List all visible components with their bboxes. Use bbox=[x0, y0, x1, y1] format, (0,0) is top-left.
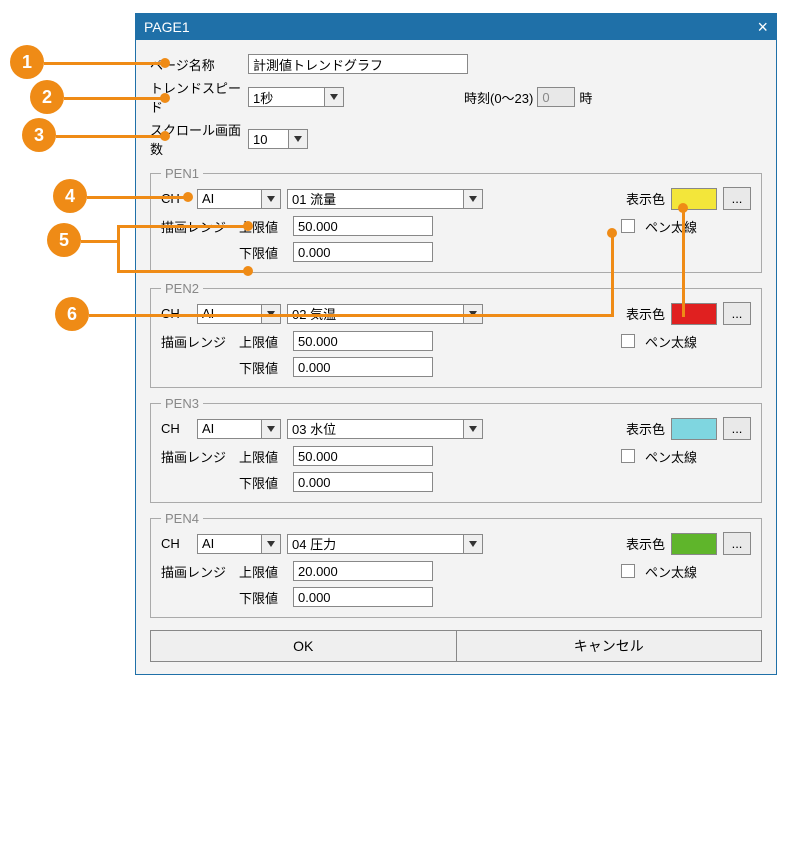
chevron-down-icon[interactable] bbox=[463, 190, 482, 208]
time-input bbox=[537, 87, 575, 107]
pen-legend: PEN1 bbox=[161, 166, 203, 181]
thick-label: ペン太線 bbox=[645, 217, 697, 236]
thick-label: ペン太線 bbox=[645, 332, 697, 351]
ch-item-select[interactable]: 04 圧力 bbox=[287, 534, 483, 554]
ch-type-select[interactable]: AI bbox=[197, 419, 281, 439]
pen-group-1: PEN1CHAI01 流量表示色...描画レンジ上限値ペン太線下限値 bbox=[150, 166, 762, 273]
ok-button[interactable]: OK bbox=[150, 630, 457, 662]
lower-label: 下限値 bbox=[239, 588, 287, 607]
range-label: 描画レンジ bbox=[161, 332, 233, 351]
upper-label: 上限値 bbox=[239, 447, 287, 466]
callout-3: 3 bbox=[22, 118, 56, 152]
callout-2: 2 bbox=[30, 80, 64, 114]
time-unit: 時 bbox=[579, 88, 592, 107]
upper-input[interactable] bbox=[293, 446, 433, 466]
chevron-down-icon[interactable] bbox=[324, 88, 343, 106]
ch-item-select[interactable]: 01 流量 bbox=[287, 189, 483, 209]
chevron-down-icon[interactable] bbox=[261, 535, 280, 553]
dialog-title: PAGE1 bbox=[144, 14, 190, 40]
chevron-down-icon[interactable] bbox=[261, 190, 280, 208]
chevron-down-icon[interactable] bbox=[288, 130, 307, 148]
thick-label: ペン太線 bbox=[645, 562, 697, 581]
callout-1: 1 bbox=[10, 45, 44, 79]
callout-6: 6 bbox=[55, 297, 89, 331]
trend-speed-value: 1秒 bbox=[249, 88, 324, 107]
color-swatch bbox=[671, 533, 717, 555]
upper-input[interactable] bbox=[293, 216, 433, 236]
chevron-down-icon[interactable] bbox=[463, 535, 482, 553]
chevron-down-icon[interactable] bbox=[261, 420, 280, 438]
color-swatch bbox=[671, 418, 717, 440]
page1-dialog: PAGE1 × ページ名称 トレンドスピード 1秒 時刻(0〜23) 時 スクロ bbox=[135, 13, 777, 675]
callout-5: 5 bbox=[47, 223, 81, 257]
color-picker-button[interactable]: ... bbox=[723, 187, 751, 210]
pen-legend: PEN4 bbox=[161, 511, 203, 526]
time-label: 時刻(0〜23) bbox=[464, 88, 533, 107]
thick-label: ペン太線 bbox=[645, 447, 697, 466]
ch-type-select[interactable]: AI bbox=[197, 189, 281, 209]
upper-label: 上限値 bbox=[239, 332, 287, 351]
callout-4: 4 bbox=[53, 179, 87, 213]
titlebar: PAGE1 × bbox=[136, 14, 776, 40]
upper-input[interactable] bbox=[293, 331, 433, 351]
color-label: 表示色 bbox=[626, 534, 665, 553]
lower-input[interactable] bbox=[293, 472, 433, 492]
lower-input[interactable] bbox=[293, 587, 433, 607]
scroll-value: 10 bbox=[249, 132, 288, 147]
trend-speed-select[interactable]: 1秒 bbox=[248, 87, 344, 107]
color-swatch bbox=[671, 303, 717, 325]
lower-input[interactable] bbox=[293, 242, 433, 262]
pen-group-2: PEN2CHAI02 気温表示色...描画レンジ上限値ペン太線下限値 bbox=[150, 281, 762, 388]
color-picker-button[interactable]: ... bbox=[723, 302, 751, 325]
range-label: 描画レンジ bbox=[161, 562, 233, 581]
thick-checkbox[interactable] bbox=[621, 334, 635, 348]
color-picker-button[interactable]: ... bbox=[723, 417, 751, 440]
thick-checkbox[interactable] bbox=[621, 219, 635, 233]
upper-label: 上限値 bbox=[239, 562, 287, 581]
ch-type-select[interactable]: AI bbox=[197, 534, 281, 554]
ch-label: CH bbox=[161, 536, 191, 551]
pen-legend: PEN2 bbox=[161, 281, 203, 296]
close-icon[interactable]: × bbox=[757, 14, 768, 40]
upper-input[interactable] bbox=[293, 561, 433, 581]
pen-group-4: PEN4 CH AI 04 圧力 表示色... 描画レンジ上限値 ペン太線下限値 bbox=[150, 511, 762, 618]
ch-label: CH bbox=[161, 421, 191, 436]
lower-label: 下限値 bbox=[239, 243, 287, 262]
lower-input[interactable] bbox=[293, 357, 433, 377]
page-name-input[interactable] bbox=[248, 54, 468, 74]
color-label: 表示色 bbox=[626, 189, 665, 208]
thick-checkbox[interactable] bbox=[621, 564, 635, 578]
chevron-down-icon[interactable] bbox=[463, 420, 482, 438]
cancel-button[interactable]: キャンセル bbox=[457, 630, 763, 662]
ch-item-select[interactable]: 03 水位 bbox=[287, 419, 483, 439]
thick-checkbox[interactable] bbox=[621, 449, 635, 463]
range-label: 描画レンジ bbox=[161, 447, 233, 466]
pen-group-3: PEN3 CH AI 03 水位 表示色... 描画レンジ上限値 ペン太線下限値 bbox=[150, 396, 762, 503]
color-label: 表示色 bbox=[626, 419, 665, 438]
color-label: 表示色 bbox=[626, 304, 665, 323]
scroll-select[interactable]: 10 bbox=[248, 129, 308, 149]
lower-label: 下限値 bbox=[239, 473, 287, 492]
pen-legend: PEN3 bbox=[161, 396, 203, 411]
lower-label: 下限値 bbox=[239, 358, 287, 377]
color-picker-button[interactable]: ... bbox=[723, 532, 751, 555]
